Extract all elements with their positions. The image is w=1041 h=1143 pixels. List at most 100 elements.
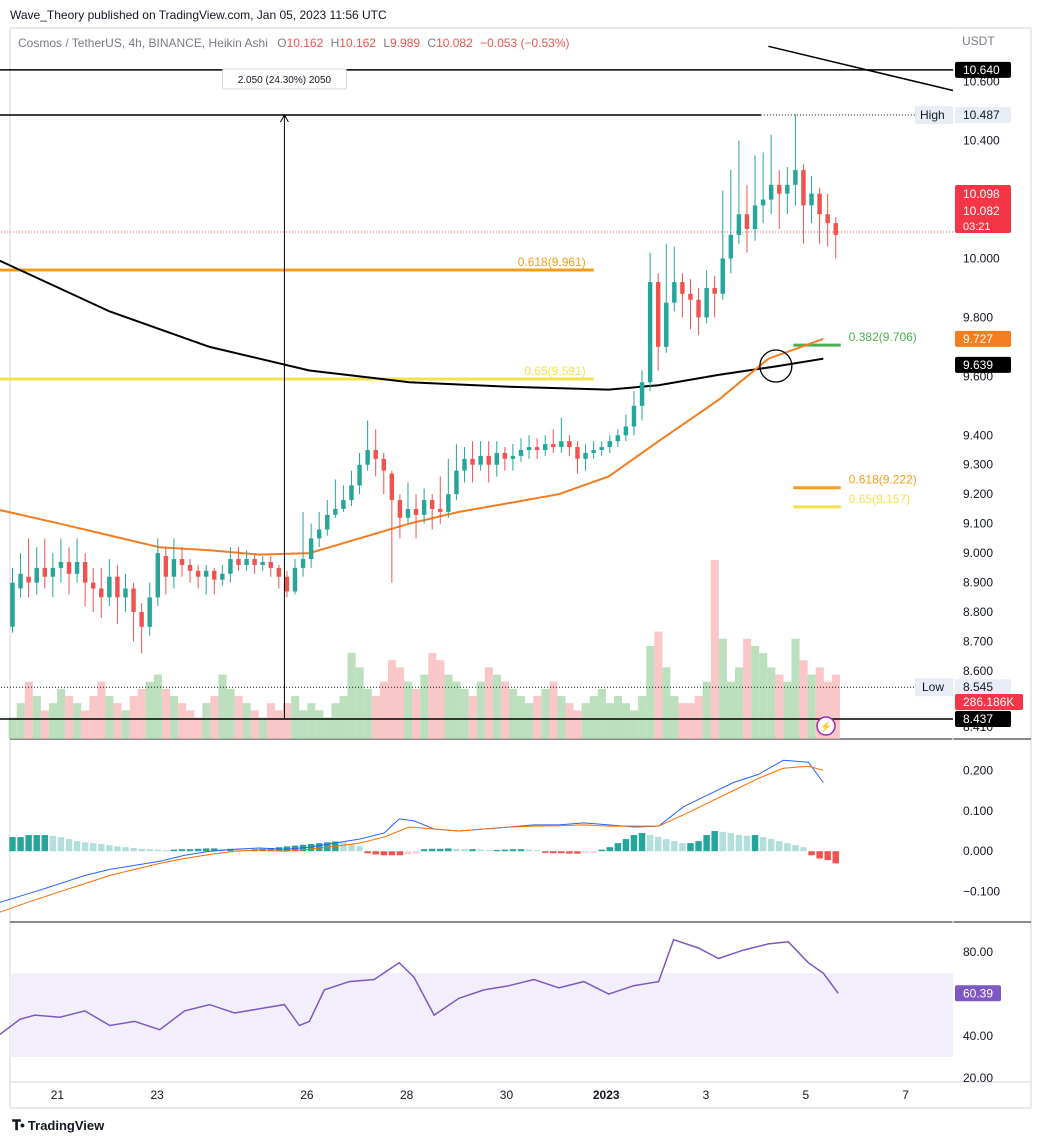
volume-bar — [783, 681, 792, 739]
macd-histogram-bar — [767, 839, 775, 852]
volume-bar — [420, 674, 429, 739]
open-value: 10.162 — [287, 36, 324, 50]
current-price-box — [955, 185, 1011, 233]
candle-body — [672, 282, 677, 303]
volume-bar — [654, 631, 663, 739]
volume-bar — [258, 717, 267, 739]
candle-body — [704, 287, 709, 318]
macd-histogram-bar — [808, 851, 815, 856]
volume-bar — [775, 674, 784, 739]
volume-tag: 286.186K — [963, 695, 1014, 709]
price-axis-tick: 9.400 — [963, 428, 993, 442]
macd-histogram-bar — [574, 851, 581, 854]
rsi-band — [10, 973, 953, 1057]
volume-bar — [565, 703, 574, 739]
macd-histogram-bar — [582, 851, 589, 854]
footer-brand[interactable]: 𝐓• TradingView — [12, 1117, 104, 1134]
volume-bar — [274, 710, 284, 739]
measure-label: 2.050 (24.30%) 2050 — [238, 75, 332, 86]
low-label: Low — [922, 680, 944, 694]
macd-histogram-bar — [420, 849, 428, 852]
price-axis-tick: 9.800 — [963, 310, 993, 324]
macd-histogram-bar — [461, 849, 468, 852]
macd-histogram-bar — [130, 847, 137, 852]
measure-label-box — [221, 68, 347, 90]
volume-bar — [210, 696, 219, 739]
candle-body — [728, 234, 734, 259]
volume-bar — [113, 703, 122, 739]
volume-bar — [57, 688, 66, 739]
candle-body — [107, 576, 112, 598]
macd-histogram-bar — [154, 849, 162, 852]
macd-histogram-bar — [735, 835, 743, 852]
macd-histogram-bar — [525, 849, 533, 852]
candle-body — [276, 567, 282, 577]
candle-body — [454, 470, 459, 495]
rsi-axis-tick: 80.00 — [963, 945, 993, 959]
macd-histogram-bar — [235, 849, 242, 852]
volume-bar — [387, 660, 397, 739]
candle-body — [365, 450, 370, 465]
volume-bar — [65, 696, 74, 739]
high-value-tag: 10.487 — [963, 108, 1000, 122]
volume-bar — [194, 717, 203, 739]
volume-bar — [339, 696, 348, 739]
volume-bar — [541, 688, 550, 739]
low-label-box — [915, 678, 953, 697]
macd-histogram-bar — [792, 845, 799, 852]
candle-body — [438, 508, 443, 512]
time-axis-tick: 26 — [300, 1088, 314, 1102]
price-tag: 9.727 — [963, 332, 993, 346]
volume-bar — [283, 703, 292, 739]
price-axis-tick: 10.000 — [963, 251, 1000, 265]
candle-body — [325, 514, 330, 530]
current-close-price: 10.082 — [963, 204, 1000, 218]
candle-body — [139, 612, 144, 627]
candle-body — [768, 184, 774, 200]
macd-histogram-bar — [695, 841, 702, 852]
candle-body — [26, 576, 31, 583]
time-axis-tick: 28 — [400, 1088, 414, 1102]
volume-bar — [533, 696, 542, 739]
macd-histogram-bar — [719, 831, 726, 852]
volume-bar — [557, 696, 566, 739]
volume-bar — [759, 653, 768, 739]
candle-body — [793, 170, 798, 185]
macd-histogram-bar — [558, 851, 565, 854]
candle-body — [155, 553, 160, 598]
macd-histogram-bar — [122, 847, 129, 852]
candle-body — [542, 444, 548, 451]
macd-histogram-bar — [445, 848, 452, 852]
macd-histogram-bar — [614, 843, 622, 852]
macd-histogram-bar — [671, 841, 678, 852]
volume-bar — [379, 681, 388, 739]
rsi-pane — [0, 938, 953, 1057]
candle-body — [413, 508, 419, 515]
high-value-tag-box — [955, 106, 1011, 123]
macd-histogram-bar — [509, 849, 517, 852]
change-value: −0.053 (−0.53%) — [480, 36, 569, 50]
candle-body — [82, 561, 88, 583]
macd-axis-tick: −0.100 — [963, 885, 1000, 899]
volume-bar — [702, 681, 711, 739]
rsi-value-tag: 60.39 — [963, 986, 993, 1000]
price-axis-tick: 8.900 — [963, 576, 993, 590]
macd-histogram-bar — [663, 839, 670, 852]
macd-histogram-bar — [469, 849, 476, 852]
macd-histogram-bar — [186, 849, 194, 852]
candle-body — [252, 559, 257, 565]
volume-bar — [525, 703, 534, 739]
annotations: 2.050 (24.30%) 2050 High Low ⚡ — [221, 68, 953, 736]
macd-histogram-bar — [412, 851, 420, 854]
macd-histogram-bar — [267, 847, 274, 852]
volume-tag-box — [955, 694, 1023, 710]
macd-histogram-bar — [743, 835, 751, 852]
price-tag-box — [955, 330, 1011, 347]
candle-body — [115, 576, 120, 598]
macd-histogram-bar — [372, 851, 379, 855]
macd-histogram-bar — [114, 846, 121, 852]
moving-average-orange — [0, 337, 824, 556]
volume-bar — [24, 681, 33, 739]
macd-histogram-bar — [477, 849, 484, 852]
